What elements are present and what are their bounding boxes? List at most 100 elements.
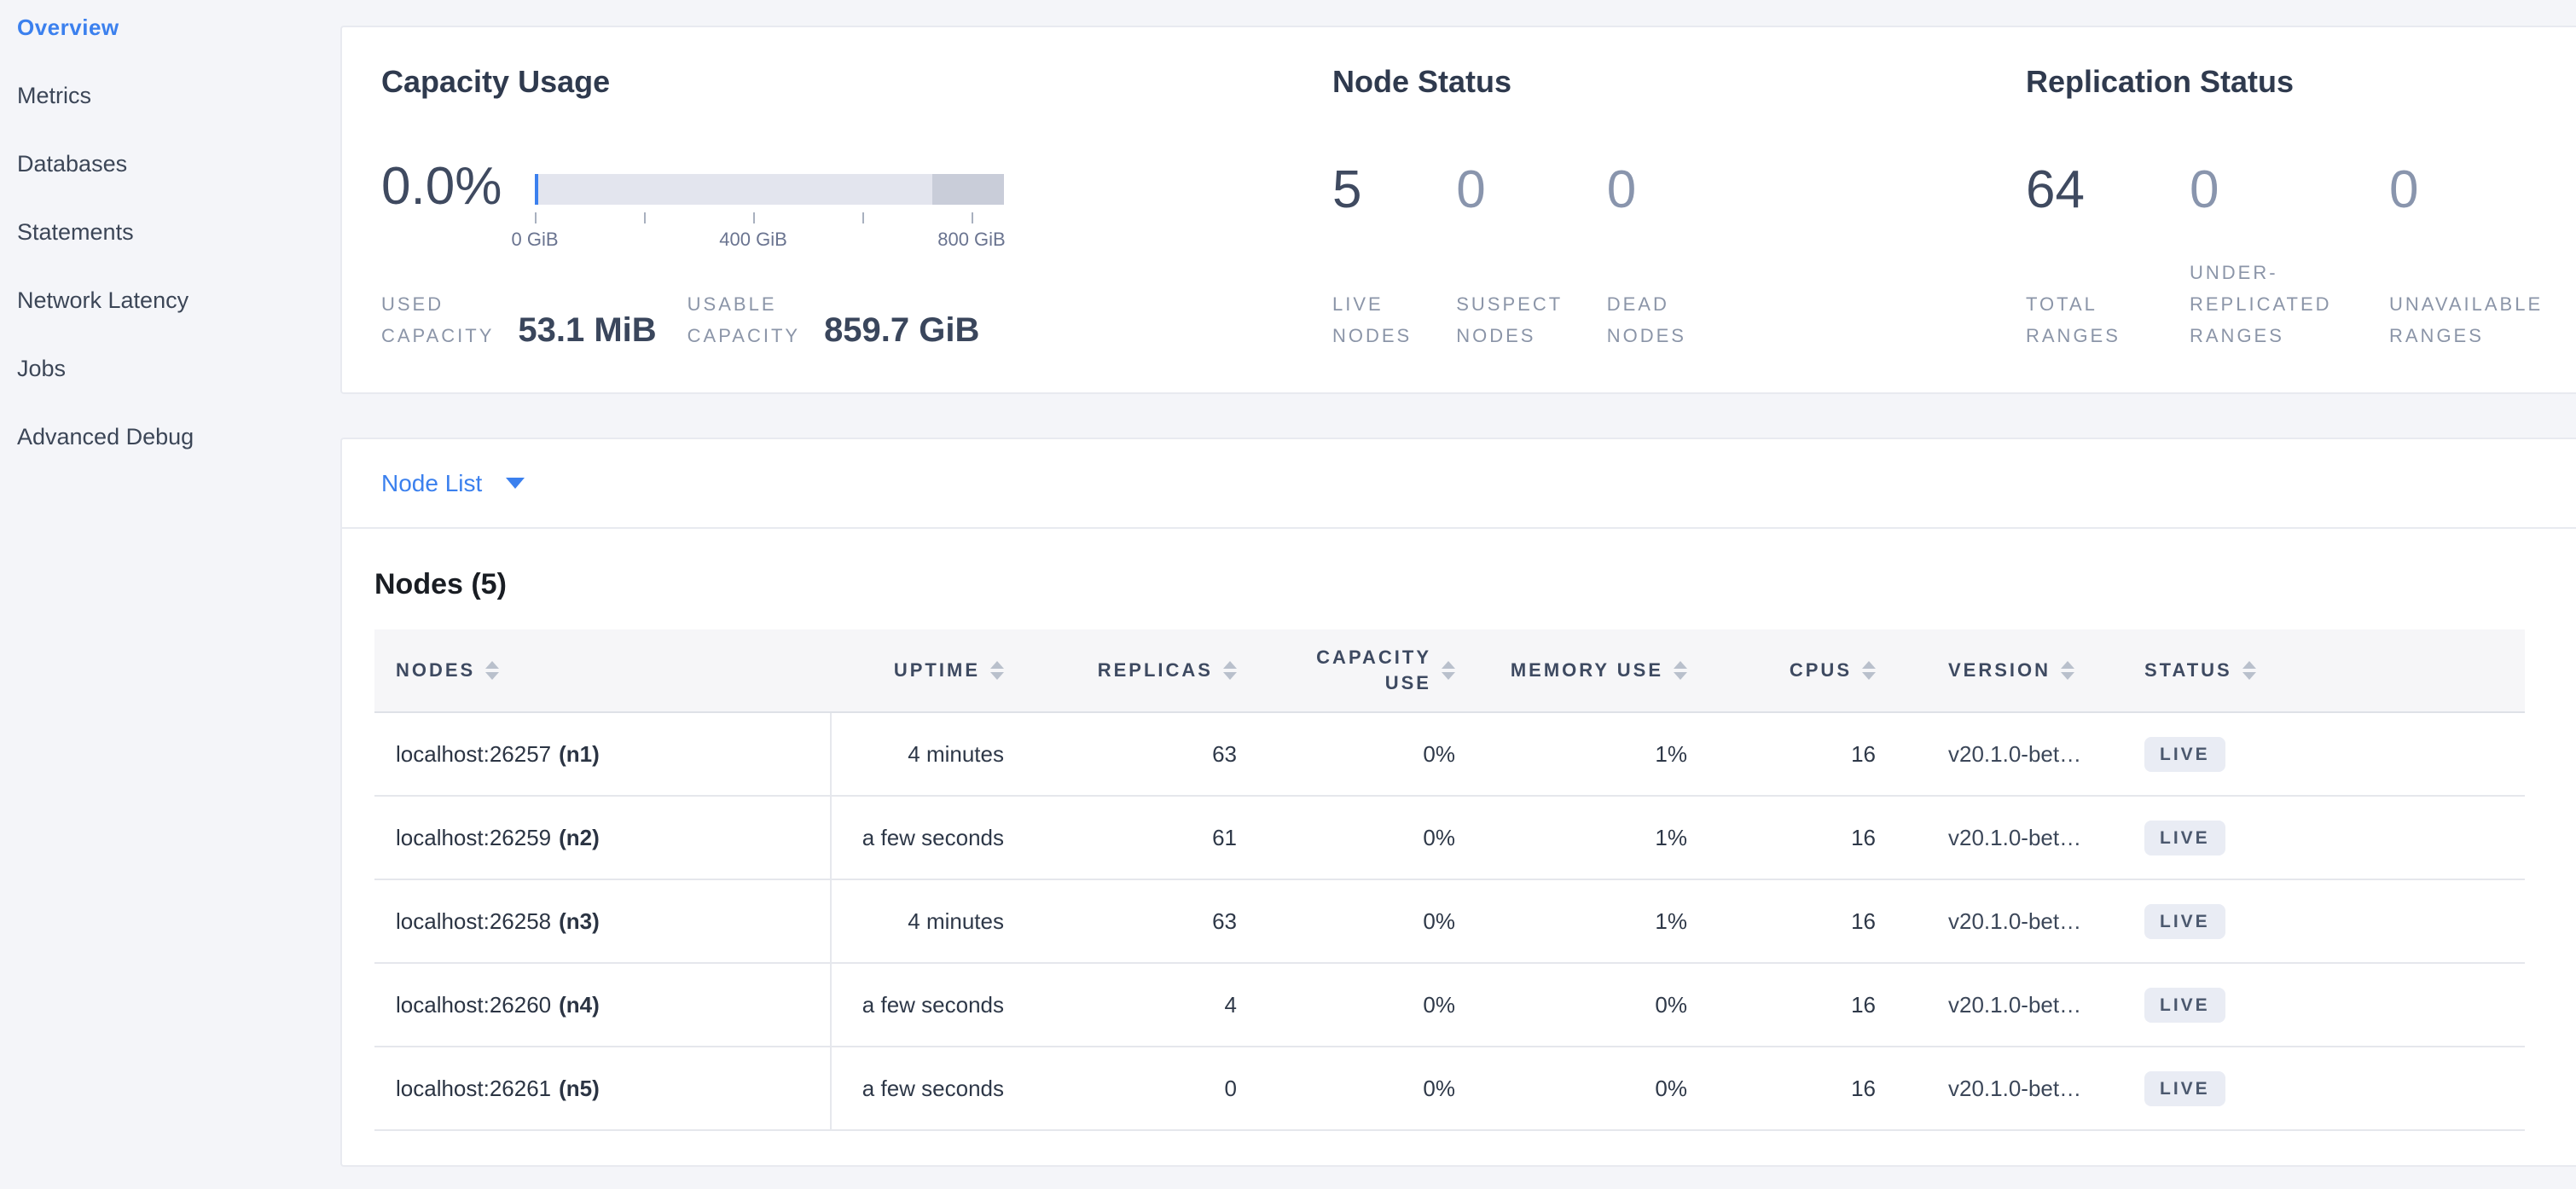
replicas-cell: 61 [1021, 797, 1254, 880]
node-id: (n5) [559, 1075, 600, 1101]
dead-nodes-label: DEAD NODES [1606, 293, 1686, 346]
sidebar-item-overview[interactable]: Overview [17, 14, 119, 40]
status-badge: LIVE [2144, 1070, 2225, 1106]
used-capacity-label: USED CAPACITY [381, 293, 495, 346]
column-header-version[interactable]: VERSION [1912, 629, 2126, 713]
capacity-use-cell: 0% [1254, 1047, 1472, 1131]
status-badge: LIVE [2144, 736, 2225, 772]
sort-icon[interactable] [2242, 661, 2256, 680]
table-row: localhost:26257 (n1) 4 minutes 63 0% 1% 1… [374, 713, 2525, 797]
used-capacity-value: 53.1 MiB [518, 311, 657, 349]
live-nodes-stat: 5 LIVE NODES [1332, 164, 1412, 351]
sidebar-item-network-latency[interactable]: Network Latency [17, 287, 189, 313]
table-row: localhost:26260 (n4) a few seconds 4 0% 0… [374, 964, 2525, 1047]
capacity-bar-used-segment [535, 174, 538, 205]
node-address-cell: localhost:26259 (n2) [374, 797, 832, 880]
node-address-link[interactable]: localhost:26260 [396, 991, 552, 1018]
sort-icon[interactable] [1223, 661, 1237, 680]
version-text: v20.1.0-bet… [1948, 908, 2082, 934]
node-address-link[interactable]: localhost:26259 [396, 824, 552, 850]
capacity-use-cell: 0% [1254, 964, 1472, 1047]
sort-icon[interactable] [990, 661, 1004, 680]
node-status-section: Node Status 5 LIVE NODES 0 SUSPECT NODES… [1332, 63, 2026, 351]
sort-icon[interactable] [1442, 661, 1455, 680]
status-cell: LIVE [2126, 964, 2525, 1047]
axis-tick [753, 212, 756, 223]
node-status-stats: 5 LIVE NODES 0 SUSPECT NODES 0 DEAD NODE… [1332, 164, 2026, 351]
total-ranges-stat: 64 TOTAL RANGES [2026, 164, 2152, 351]
axis-tick [862, 212, 864, 223]
dead-nodes-stat: 0 DEAD NODES [1607, 164, 1686, 351]
sort-icon[interactable] [1862, 661, 1876, 680]
column-header-replicas[interactable]: REPLICAS [1021, 629, 1254, 713]
node-id: (n1) [559, 740, 600, 767]
sort-icon[interactable] [1674, 661, 1687, 680]
capacity-percent-value: 0.0% [381, 157, 502, 216]
capacity-use-cell: 0% [1254, 797, 1472, 880]
node-list-dropdown-label: Node List [381, 469, 483, 496]
axis-label: 0 GiB [511, 229, 559, 250]
replicas-cell: 63 [1021, 880, 1254, 964]
node-status-title: Node Status [1332, 64, 1512, 99]
uptime-cell: 4 minutes [832, 713, 1021, 797]
node-address-link[interactable]: localhost:26258 [396, 908, 552, 934]
node-list-dropdown[interactable]: Node List [381, 470, 525, 497]
column-header-cpus[interactable]: CPUS [1704, 629, 1912, 713]
replicas-cell: 0 [1021, 1047, 1254, 1131]
version-text: v20.1.0-bet… [1948, 991, 2082, 1018]
column-header-memory-use[interactable]: MEMORY USE [1472, 629, 1704, 713]
capacity-stats: USED CAPACITY 53.1 MiB USABLE CAPACITY 8… [381, 288, 1332, 351]
column-header-capacity-use[interactable]: CAPACITY USE [1254, 629, 1472, 713]
under-replicated-ranges-value: 0 [2190, 160, 2219, 219]
node-address-link[interactable]: localhost:26261 [396, 1075, 552, 1101]
node-address-link[interactable]: localhost:26257 [396, 740, 552, 767]
column-label: MEMORY USE [1510, 659, 1663, 681]
sidebar-item-statements[interactable]: Statements [17, 218, 134, 245]
column-header-nodes[interactable]: NODES [374, 629, 832, 713]
usable-capacity-label: USABLE CAPACITY [687, 293, 801, 346]
axis-tick [643, 212, 646, 223]
sidebar-item-jobs[interactable]: Jobs [17, 355, 67, 381]
node-list-header: Node List [342, 439, 2576, 529]
capacity-chart: 0 GiB 400 GiB 800 GiB [511, 160, 1006, 252]
uptime-cell: a few seconds [832, 797, 1021, 880]
main-content: Capacity Usage 0.0% [340, 0, 2576, 1189]
column-label: NODES [396, 659, 476, 681]
capacity-use-cell: 0% [1254, 880, 1472, 964]
replicas-cell: 63 [1021, 713, 1254, 797]
column-label: VERSION [1948, 659, 2051, 681]
version-text: v20.1.0-bet… [1948, 1075, 2082, 1101]
cpus-cell: 16 [1704, 964, 1912, 1047]
suspect-nodes-value: 0 [1456, 160, 1486, 219]
capacity-chart-row: 0.0% [381, 160, 1332, 252]
sidebar-item-databases[interactable]: Databases [17, 150, 128, 177]
sort-icon[interactable] [485, 661, 500, 680]
cpus-cell: 16 [1704, 713, 1912, 797]
suspect-nodes-label: SUSPECT NODES [1456, 293, 1563, 346]
sidebar-item-metrics[interactable]: Metrics [17, 82, 91, 108]
column-header-status[interactable]: STATUS [2126, 629, 2525, 713]
sidebar: Overview Metrics Databases Statements Ne… [0, 0, 340, 1189]
capacity-bar-reserved-segment [932, 174, 1004, 205]
memory-use-cell: 0% [1472, 964, 1704, 1047]
status-badge: LIVE [2144, 987, 2225, 1023]
replication-status-title: Replication Status [2026, 64, 2295, 99]
capacity-usage-title: Capacity Usage [381, 64, 611, 99]
sidebar-item-advanced-debug[interactable]: Advanced Debug [17, 423, 194, 450]
column-header-uptime[interactable]: UPTIME [832, 629, 1021, 713]
unavailable-ranges-label: UNAVAILABLE RANGES [2389, 293, 2544, 346]
memory-use-cell: 0% [1472, 1047, 1704, 1131]
status-cell: LIVE [2126, 1047, 2525, 1131]
sort-icon[interactable] [2061, 661, 2075, 680]
total-ranges-value: 64 [2026, 160, 2085, 219]
memory-use-cell: 1% [1472, 797, 1704, 880]
axis-tick [535, 212, 537, 223]
node-list-body: Nodes (5) NODES UPTIME [342, 529, 2576, 1165]
version-cell: v20.1.0-bet… [1912, 797, 2126, 880]
cpus-cell: 16 [1704, 1047, 1912, 1131]
node-id: (n3) [559, 908, 600, 934]
status-cell: LIVE [2126, 797, 2525, 880]
cpus-cell: 16 [1704, 880, 1912, 964]
dead-nodes-value: 0 [1606, 160, 1637, 219]
